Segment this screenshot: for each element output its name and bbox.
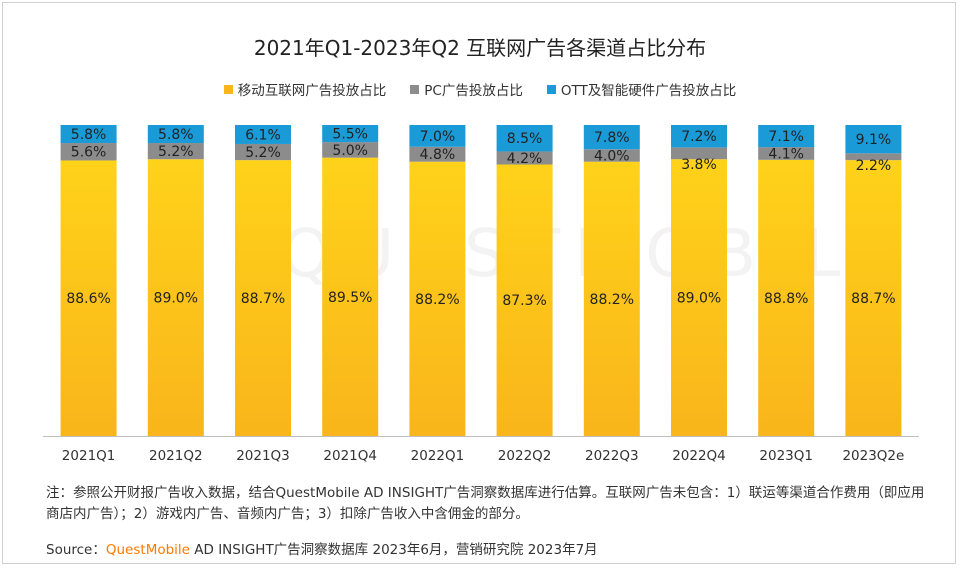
source-line: Source：QuestMobile AD INSIGHT广告洞察数据库 202… bbox=[46, 538, 598, 558]
data-label-pc-2023Q2e: 2.2% bbox=[856, 158, 892, 174]
bar-pc-2022Q3 bbox=[583, 149, 640, 162]
bar-pc-2023Q2e bbox=[845, 153, 902, 161]
bar-mobile-2021Q2 bbox=[147, 159, 204, 436]
data-label-pc-2022Q1: 4.8% bbox=[420, 147, 456, 163]
x-tick-label-2023Q2e: 2023Q2e bbox=[842, 448, 904, 464]
data-label-mobile-2022Q2: 87.3% bbox=[502, 293, 546, 309]
source-prefix: Source： bbox=[46, 542, 106, 558]
data-label-ott-2021Q4: 5.5% bbox=[332, 127, 368, 143]
data-label-ott-2022Q1: 7.0% bbox=[420, 129, 456, 145]
bar-mobile-2022Q1 bbox=[409, 161, 466, 436]
data-label-ott-2022Q3: 7.8% bbox=[594, 130, 630, 146]
source-text: AD INSIGHT广告洞察数据库 2023年6月，营销研究院 2023年7月 bbox=[189, 542, 598, 558]
bar-mobile-2022Q2 bbox=[496, 164, 553, 436]
data-label-mobile-2022Q4: 89.0% bbox=[677, 291, 721, 307]
x-tick-label-2022Q3: 2022Q3 bbox=[585, 448, 639, 464]
bar-pc-2022Q2 bbox=[496, 151, 553, 165]
legend-item-mobile: 移动互联网广告投放占比 bbox=[223, 79, 387, 99]
data-label-ott-2022Q2: 8.5% bbox=[507, 131, 543, 147]
x-tick-label-2021Q2: 2021Q2 bbox=[149, 448, 203, 464]
legend-swatch-pc bbox=[410, 84, 420, 94]
legend-swatch-ott bbox=[546, 84, 556, 94]
data-label-ott-2023Q2e: 9.1% bbox=[856, 132, 892, 148]
data-label-mobile-2022Q1: 88.2% bbox=[415, 292, 459, 308]
legend-item-ott: OTT及智能硬件广告投放占比 bbox=[546, 79, 737, 99]
data-label-pc-2022Q2: 4.2% bbox=[507, 151, 543, 167]
bar-mobile-2021Q1 bbox=[60, 160, 117, 437]
bar-mobile-2023Q1 bbox=[758, 159, 815, 436]
bar-pc-2022Q4 bbox=[671, 147, 727, 160]
legend-item-pc: PC广告投放占比 bbox=[410, 79, 523, 99]
footnote: 注：参照公开财报广告收入数据，结合QuestMobile AD INSIGHT广… bbox=[46, 485, 925, 522]
data-label-pc-2022Q4: 3.8% bbox=[681, 157, 717, 173]
data-label-mobile-2022Q3: 88.2% bbox=[590, 292, 634, 308]
data-label-pc-2023Q1: 4.1% bbox=[768, 146, 804, 162]
legend: 移动互联网广告投放占比 PC广告投放占比 OTT及智能硬件广告投放占比 bbox=[0, 79, 960, 99]
bar-ott-2021Q2 bbox=[147, 125, 204, 144]
bar-pc-2022Q1 bbox=[409, 146, 466, 162]
data-label-pc-2021Q1: 5.6% bbox=[71, 145, 107, 161]
bar-ott-2022Q3 bbox=[583, 125, 640, 150]
data-label-pc-2021Q2: 5.2% bbox=[158, 144, 194, 160]
bar-ott-2021Q1 bbox=[60, 125, 117, 144]
bar-ott-2023Q1 bbox=[758, 125, 815, 148]
bar-pc-2023Q1 bbox=[758, 147, 815, 160]
x-tick-label-2022Q4: 2022Q4 bbox=[672, 448, 726, 464]
legend-label-mobile: 移动互联网广告投放占比 bbox=[237, 83, 387, 99]
data-label-pc-2021Q3: 5.2% bbox=[245, 145, 281, 161]
data-label-pc-2022Q3: 4.0% bbox=[594, 148, 630, 164]
data-label-mobile-2023Q2e: 88.7% bbox=[851, 291, 895, 307]
data-label-pc-2021Q4: 5.0% bbox=[332, 143, 368, 159]
bar-mobile-2021Q3 bbox=[235, 160, 291, 436]
chart-title: 2021年Q1-2023年Q2 互联网广告各渠道占比分布 bbox=[253, 36, 707, 60]
bar-pc-2021Q2 bbox=[147, 143, 204, 160]
x-tick-label-2021Q3: 2021Q3 bbox=[236, 448, 290, 464]
data-label-mobile-2023Q1: 88.8% bbox=[764, 291, 808, 307]
bar-ott-2023Q2e bbox=[845, 125, 902, 154]
data-label-mobile-2021Q4: 89.5% bbox=[328, 290, 372, 306]
data-label-ott-2021Q1: 5.8% bbox=[71, 127, 107, 143]
bar-mobile-2022Q4 bbox=[671, 159, 727, 436]
x-tick-label-2021Q4: 2021Q4 bbox=[323, 448, 377, 464]
legend-swatch-mobile bbox=[223, 84, 233, 94]
bar-mobile-2021Q4 bbox=[322, 157, 379, 436]
data-label-ott-2023Q1: 7.1% bbox=[768, 129, 804, 145]
x-tick-label-2023Q1: 2023Q1 bbox=[759, 448, 813, 464]
bar-ott-2022Q2 bbox=[496, 125, 553, 152]
data-label-mobile-2021Q3: 88.7% bbox=[241, 291, 285, 307]
bar-pc-2021Q4 bbox=[322, 142, 379, 158]
data-label-ott-2022Q4: 7.2% bbox=[681, 129, 717, 145]
data-label-ott-2021Q2: 5.8% bbox=[158, 127, 194, 143]
data-label-mobile-2021Q2: 89.0% bbox=[154, 291, 198, 307]
data-label-ott-2021Q3: 6.1% bbox=[245, 127, 281, 143]
bar-ott-2022Q4 bbox=[671, 125, 727, 148]
bar-ott-2021Q4 bbox=[322, 125, 379, 143]
bar-ott-2021Q3 bbox=[235, 125, 291, 144]
bar-ott-2022Q1 bbox=[409, 125, 466, 147]
x-tick-label-2021Q1: 2021Q1 bbox=[62, 448, 116, 464]
bar-mobile-2022Q3 bbox=[583, 161, 640, 436]
bar-mobile-2023Q2e bbox=[845, 160, 902, 436]
legend-label-ott: OTT及智能硬件广告投放占比 bbox=[560, 83, 737, 99]
bar-pc-2021Q3 bbox=[235, 143, 291, 161]
x-tick-label-2022Q1: 2022Q1 bbox=[411, 448, 465, 464]
data-label-mobile-2021Q1: 88.6% bbox=[66, 291, 110, 307]
legend-label-pc: PC广告投放占比 bbox=[424, 83, 523, 99]
source-brand: QuestMobile bbox=[105, 542, 190, 558]
bar-pc-2021Q1 bbox=[60, 143, 117, 161]
x-tick-label-2022Q2: 2022Q2 bbox=[498, 448, 552, 464]
